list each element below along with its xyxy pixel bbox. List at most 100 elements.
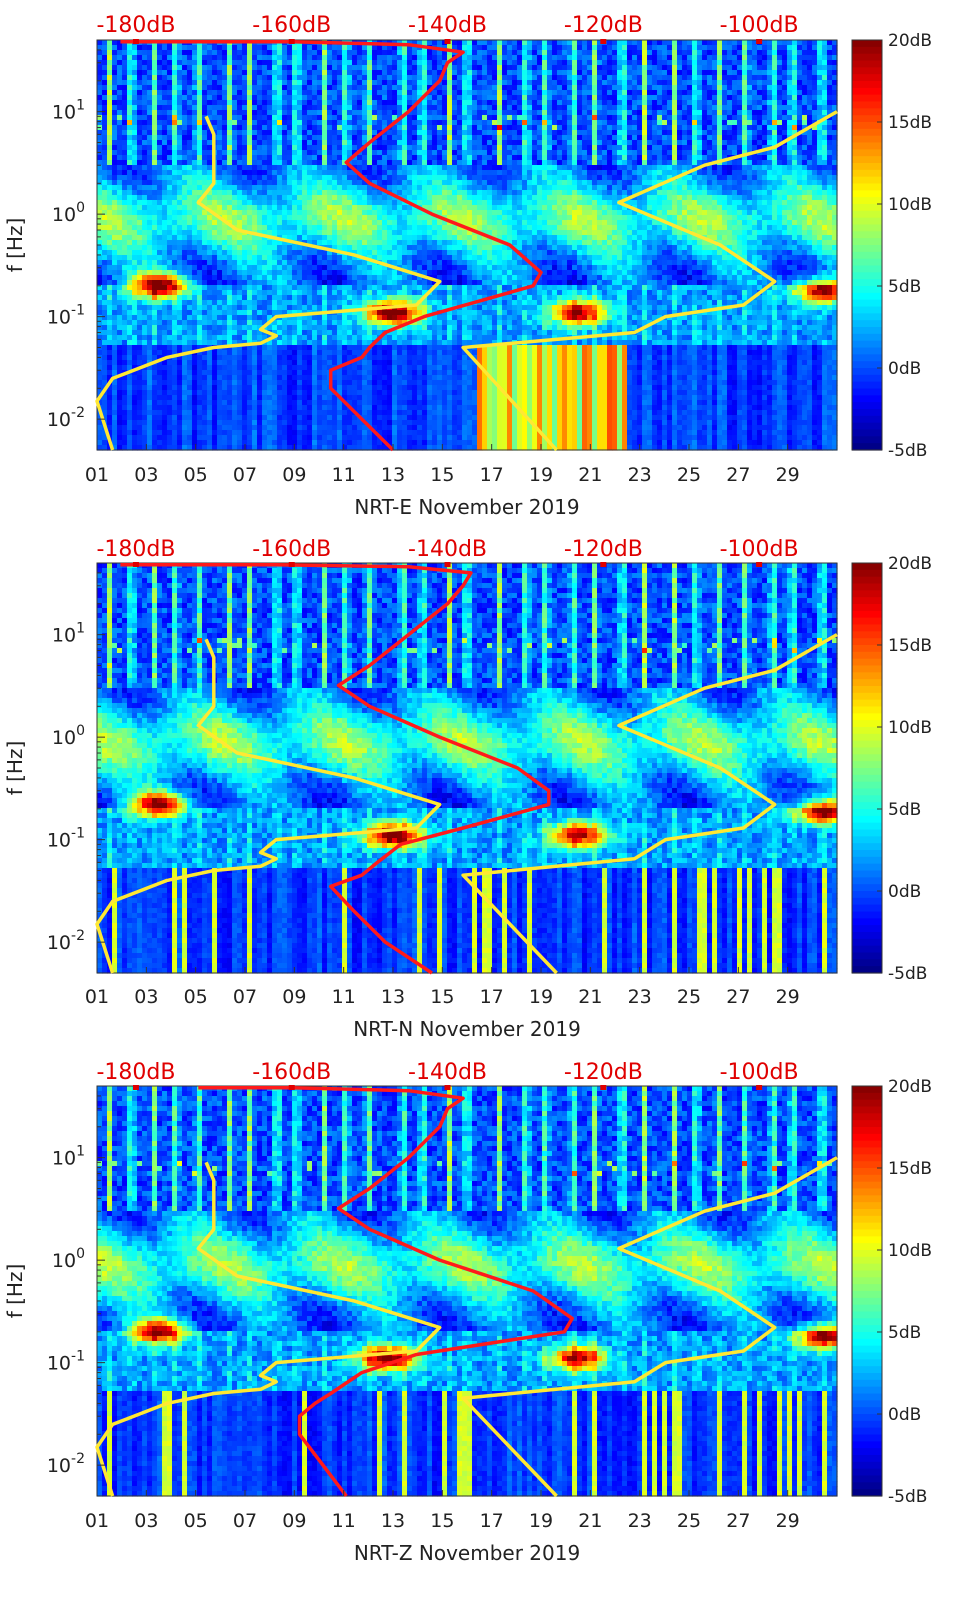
colorbar-step xyxy=(852,966,882,973)
top-db-tick xyxy=(289,1085,295,1090)
x-tick-label: 09 xyxy=(282,1510,306,1532)
x-tick-label: 29 xyxy=(776,464,800,486)
colorbar-step xyxy=(852,327,882,334)
colorbar-step xyxy=(852,190,882,197)
colorbar-step xyxy=(852,768,882,775)
colorbar-step xyxy=(852,1353,882,1360)
x-tick-label: 15 xyxy=(430,986,454,1008)
colorbar-step xyxy=(852,672,882,679)
colorbar-step xyxy=(852,436,882,443)
x-tick-label: 15 xyxy=(430,1510,454,1532)
colorbar-step xyxy=(852,1312,882,1319)
colorbar-step xyxy=(852,645,882,652)
colorbar-step xyxy=(852,625,882,632)
x-tick-label: 05 xyxy=(184,464,208,486)
colorbar-step xyxy=(852,204,882,211)
colorbar-step xyxy=(852,1482,882,1489)
colorbar-step xyxy=(852,1359,882,1366)
top-db-label: -180dB xyxy=(96,1060,175,1085)
colorbar-step xyxy=(852,1271,882,1278)
colorbar-step xyxy=(852,211,882,218)
y-tick-label: 100 xyxy=(52,1246,85,1272)
colorbar-step xyxy=(852,871,882,878)
colorbar-step xyxy=(852,361,882,368)
colorbar-step xyxy=(852,382,882,389)
colorbar-tick-label: 5dB xyxy=(888,800,921,820)
colorbar-step xyxy=(852,939,882,946)
colorbar-step xyxy=(852,313,882,320)
top-db-tick xyxy=(445,39,451,44)
colorbar-step xyxy=(852,341,882,348)
colorbar-step xyxy=(852,136,882,143)
top-db-tick xyxy=(600,1085,606,1090)
colorbar-step xyxy=(852,652,882,659)
x-axis-label: NRT-Z November 2019 xyxy=(354,1541,580,1565)
colorbar-step xyxy=(852,238,882,245)
colorbar-step xyxy=(852,1223,882,1230)
colorbar-step xyxy=(852,108,882,115)
colorbar-step xyxy=(852,1394,882,1401)
top-db-tick xyxy=(445,562,451,567)
x-tick-label: 05 xyxy=(184,1510,208,1532)
x-tick-label: 13 xyxy=(381,986,405,1008)
x-axis-label: NRT-E November 2019 xyxy=(354,495,579,519)
colorbar-step xyxy=(852,570,882,577)
colorbar-step xyxy=(852,197,882,204)
top-db-label: -160dB xyxy=(252,13,331,38)
colorbar-step xyxy=(852,416,882,423)
colorbar-tick-label: 20dB xyxy=(888,554,932,574)
colorbar-tick-label: 10dB xyxy=(888,1241,932,1261)
colorbar-step xyxy=(852,402,882,409)
colorbar-step xyxy=(852,795,882,802)
colorbar-step xyxy=(852,877,882,884)
x-tick-label: 11 xyxy=(332,1510,356,1532)
colorbar-step xyxy=(852,129,882,136)
colorbar-step xyxy=(852,279,882,286)
colorbar-step xyxy=(852,1435,882,1442)
colorbar-tick-label: 15dB xyxy=(888,113,932,133)
colorbar-step xyxy=(852,143,882,150)
colorbar-step xyxy=(852,115,882,122)
colorbar-step xyxy=(852,1325,882,1332)
colorbar-step xyxy=(852,1462,882,1469)
colorbar-step xyxy=(852,423,882,430)
colorbar-step xyxy=(852,1107,882,1114)
colorbar-step xyxy=(852,782,882,789)
colorbar-step xyxy=(852,563,882,570)
top-db-tick xyxy=(289,562,295,567)
x-tick-label: 09 xyxy=(282,464,306,486)
colorbar-step xyxy=(852,700,882,707)
top-db-tick xyxy=(289,39,295,44)
colorbar-step xyxy=(852,1182,882,1189)
colorbar-step xyxy=(852,368,882,375)
top-db-tick xyxy=(756,562,762,567)
colorbar-step xyxy=(852,1127,882,1134)
colorbar-step xyxy=(852,354,882,361)
top-db-label: -120dB xyxy=(564,13,643,38)
colorbar-step xyxy=(852,88,882,95)
colorbar-step xyxy=(852,1441,882,1448)
colorbar-step xyxy=(852,693,882,700)
colorbar-step xyxy=(852,1291,882,1298)
colorbar-step xyxy=(852,802,882,809)
x-tick-label: 27 xyxy=(726,464,750,486)
colorbar-step xyxy=(852,809,882,816)
colorbar-tick-label: -5dB xyxy=(888,441,927,461)
colorbar-step xyxy=(852,659,882,666)
colorbar-step xyxy=(852,170,882,177)
colorbar-step xyxy=(852,843,882,850)
colorbar-tick-label: -5dB xyxy=(888,1487,927,1507)
x-tick-label: 07 xyxy=(233,1510,257,1532)
colorbar-step xyxy=(852,1141,882,1148)
colorbar-step xyxy=(852,1113,882,1120)
colorbar-step xyxy=(852,761,882,768)
colorbar-step xyxy=(852,1489,882,1496)
colorbar-tick-label: 5dB xyxy=(888,277,921,297)
colorbar-step xyxy=(852,775,882,782)
colorbar-step xyxy=(852,40,882,47)
colorbar-step xyxy=(852,1134,882,1141)
top-db-label: -120dB xyxy=(564,1060,643,1085)
colorbar-step xyxy=(852,1202,882,1209)
